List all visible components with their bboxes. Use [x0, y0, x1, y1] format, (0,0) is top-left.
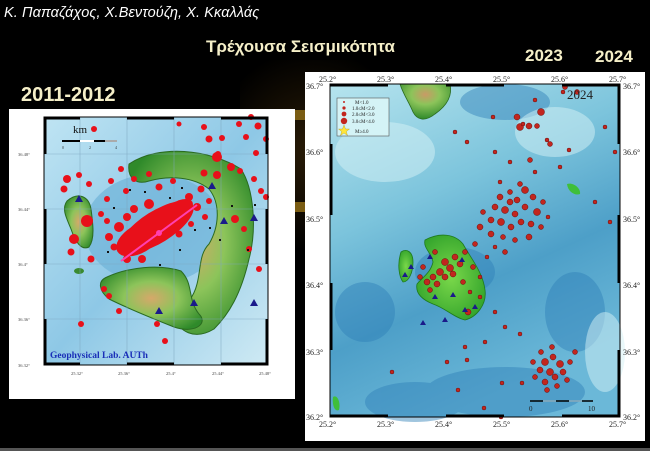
svg-text:36.4°: 36.4° — [18, 262, 28, 267]
svg-text:0: 0 — [62, 145, 64, 150]
svg-text:25.5°: 25.5° — [493, 420, 510, 429]
svg-text:25.7°: 25.7° — [609, 75, 626, 84]
svg-text:36.2°: 36.2° — [306, 413, 323, 422]
svg-text:25.44°: 25.44° — [212, 371, 224, 376]
magnitude-legend: M<1.0 1.0≤M<2.0 2.0≤M<3.0 3.0≤M<4.0 M≥4.… — [336, 97, 390, 137]
svg-text:36.3°: 36.3° — [306, 348, 323, 357]
svg-text:36.6°: 36.6° — [306, 148, 323, 157]
svg-text:4: 4 — [115, 145, 117, 150]
svg-text:2.0≤M<3.0: 2.0≤M<3.0 — [352, 113, 375, 118]
decorative-tab — [290, 110, 312, 120]
period-label-2023: 2023 — [525, 46, 563, 65]
scale-bar: km 0 2 4 — [62, 124, 117, 150]
right-map-lon-labels-top: 25.2° 25.3° 25.4° 25.5° 25.6° 25.7° — [319, 75, 626, 84]
period-label-2011-2012: 2011-2012 — [21, 84, 116, 106]
svg-text:25.36°: 25.36° — [118, 371, 130, 376]
svg-text:36.7°: 36.7° — [623, 82, 640, 91]
left-map-lon-labels: 25.32° 25.36° 25.4° 25.44° 25.48° — [71, 371, 271, 376]
svg-text:36.44°: 36.44° — [18, 207, 30, 212]
svg-text:2: 2 — [89, 145, 91, 150]
svg-text:M<1.0: M<1.0 — [355, 101, 369, 106]
svg-text:36.48°: 36.48° — [18, 152, 30, 157]
svg-text:25.6°: 25.6° — [551, 75, 568, 84]
scale-unit: km — [73, 124, 88, 136]
svg-text:25.48°: 25.48° — [259, 371, 271, 376]
right-map-lat-labels-right: 36.7° 36.6° 36.5° 36.4° 36.3° 36.2° — [623, 82, 640, 422]
svg-text:25.4°: 25.4° — [435, 75, 452, 84]
authors-line: Κ. Παπαζάχος, Χ.Βεντούζη, Χ. Κκαλλάς — [4, 5, 260, 21]
right-scale-bar: 0 10 — [529, 400, 596, 413]
svg-text:25.3°: 25.3° — [377, 75, 394, 84]
svg-text:36.7°: 36.7° — [306, 82, 323, 91]
svg-text:25.32°: 25.32° — [71, 371, 83, 376]
period-label-2024: 2024 — [595, 47, 633, 66]
svg-text:25.4°: 25.4° — [435, 420, 452, 429]
svg-text:36.5°: 36.5° — [623, 215, 640, 224]
svg-text:36.5°: 36.5° — [306, 215, 323, 224]
map-2023-2024: 2024 M<1.0 1.0≤M<2.0 2.0≤M<3.0 3.0≤M<4.0… — [305, 72, 645, 441]
credit-label: Geophysical Lab. AUTh — [50, 351, 149, 361]
svg-text:36.3°: 36.3° — [623, 348, 640, 357]
svg-text:25.5°: 25.5° — [493, 75, 510, 84]
svg-text:25.4°: 25.4° — [166, 371, 176, 376]
svg-text:M≥4.0: M≥4.0 — [355, 130, 369, 135]
svg-text:10: 10 — [588, 405, 596, 413]
right-map-lat-labels-left: 36.7° 36.6° 36.5° 36.4° 36.3° 36.2° — [306, 82, 323, 422]
svg-text:36.36°: 36.36° — [18, 317, 30, 322]
left-map-lat-labels: 36.48° 36.44° 36.4° 36.36° 36.32° — [18, 152, 30, 368]
svg-text:36.4°: 36.4° — [306, 281, 323, 290]
svg-text:1.0≤M<2.0: 1.0≤M<2.0 — [352, 107, 375, 112]
svg-text:25.3°: 25.3° — [377, 420, 394, 429]
svg-text:25.2°: 25.2° — [319, 75, 336, 84]
svg-text:25.7°: 25.7° — [609, 420, 626, 429]
svg-text:36.32°: 36.32° — [18, 363, 30, 368]
map-2011-2012-graphic: km 0 2 4 36.48° 36.44° 36.4° 36.36° 36.3… — [18, 114, 271, 376]
svg-text:0: 0 — [529, 405, 533, 413]
svg-text:25.6°: 25.6° — [551, 420, 568, 429]
svg-text:3.0≤M<4.0: 3.0≤M<4.0 — [352, 120, 375, 125]
map-2023-2024-graphic: 2024 M<1.0 1.0≤M<2.0 2.0≤M<3.0 3.0≤M<4.0… — [306, 75, 640, 429]
svg-text:36.2°: 36.2° — [623, 413, 640, 422]
svg-text:36.6°: 36.6° — [623, 148, 640, 157]
slide-title: Τρέχουσα Σεισμικότητα — [206, 37, 395, 56]
svg-text:36.4°: 36.4° — [623, 281, 640, 290]
events-2023-2024 — [389, 84, 618, 420]
svg-text:25.2°: 25.2° — [319, 420, 336, 429]
bottom-bar — [0, 448, 650, 451]
map-2011-2012: km 0 2 4 36.48° 36.44° 36.4° 36.36° 36.3… — [9, 109, 295, 399]
right-map-lon-labels-bottom: 25.2° 25.3° 25.4° 25.5° 25.6° 25.7° — [319, 420, 626, 429]
decorative-tab — [290, 202, 312, 212]
inner-year-label: 2024 — [567, 87, 594, 102]
